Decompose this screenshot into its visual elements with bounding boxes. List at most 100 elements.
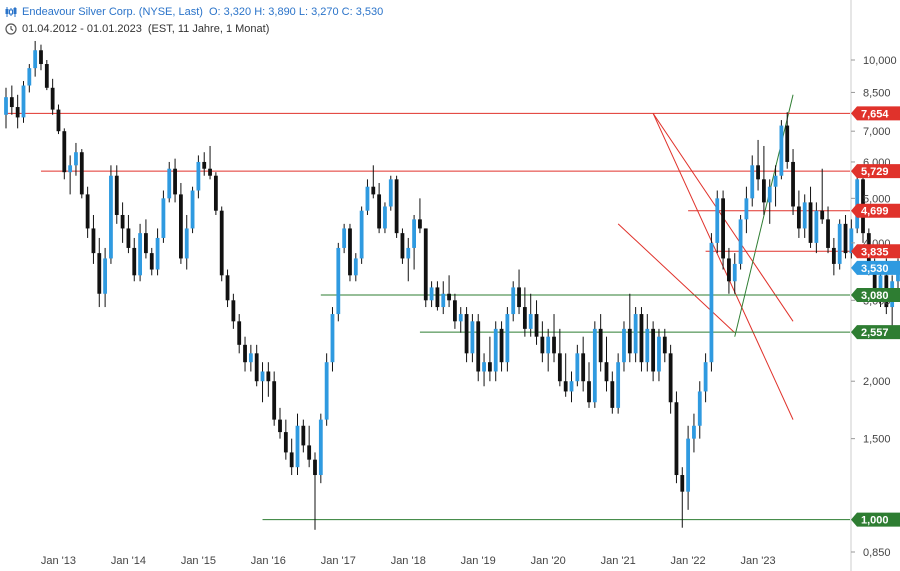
candle-body xyxy=(27,68,32,86)
candle-body xyxy=(272,381,277,420)
candle xyxy=(756,139,760,191)
candle xyxy=(248,344,253,372)
candle-body xyxy=(161,198,166,238)
candle-body xyxy=(627,328,632,354)
candle xyxy=(855,168,860,234)
candle xyxy=(563,353,568,397)
candle-body xyxy=(418,219,422,229)
candle xyxy=(493,321,498,382)
candle xyxy=(418,198,422,234)
candle xyxy=(120,202,125,243)
candle xyxy=(167,161,172,203)
candle xyxy=(715,190,720,254)
candle-body xyxy=(237,321,242,345)
candle xyxy=(843,214,848,259)
candle-body xyxy=(493,328,498,372)
level-lines xyxy=(6,112,850,521)
y-tick-label: 2,000 xyxy=(863,376,891,388)
candle-body xyxy=(4,97,8,115)
candle-body xyxy=(738,219,743,264)
candle xyxy=(33,40,38,77)
candle-body xyxy=(441,293,446,308)
candle-body xyxy=(528,314,533,329)
candle xyxy=(587,362,591,408)
candle-body xyxy=(447,293,451,301)
candle-body xyxy=(639,314,644,363)
instrument-title[interactable]: Endeavour Silver Corp. (NYSE, Last) xyxy=(22,5,203,18)
candle xyxy=(435,281,440,311)
candle-body xyxy=(604,362,609,382)
candle xyxy=(732,253,737,294)
candle xyxy=(27,64,32,93)
candle-body xyxy=(470,321,475,354)
candle-body xyxy=(651,328,656,372)
candle xyxy=(727,247,731,294)
candle xyxy=(697,381,702,439)
candle-body xyxy=(796,206,801,229)
candle xyxy=(79,149,84,199)
candle-body xyxy=(657,336,661,372)
candle xyxy=(85,186,90,238)
candle-body xyxy=(464,314,469,354)
x-tick-label: Jan '22 xyxy=(671,555,706,567)
candle xyxy=(266,362,271,397)
candle-body xyxy=(511,287,516,315)
chart-header: Endeavour Silver Corp. (NYSE, Last) O: 3… xyxy=(5,3,605,37)
candle-body xyxy=(709,242,714,363)
x-tick-label: Jan '20 xyxy=(531,555,566,567)
candle-body xyxy=(534,314,539,337)
candle xyxy=(161,190,166,243)
badge-label: 5,729 xyxy=(861,166,889,178)
candle xyxy=(744,186,749,234)
clock-icon xyxy=(5,22,17,35)
candle-body xyxy=(202,161,207,169)
candle xyxy=(831,237,836,276)
candle xyxy=(557,328,562,387)
candle-body xyxy=(505,314,510,363)
candle xyxy=(394,175,399,238)
candle xyxy=(237,314,242,354)
candle xyxy=(103,247,108,308)
candle xyxy=(132,237,137,282)
candles xyxy=(4,40,900,530)
candle xyxy=(511,281,516,322)
candle-body xyxy=(750,165,755,199)
trend-line-3 xyxy=(734,94,794,337)
badge-label: 3,530 xyxy=(861,263,889,275)
candle xyxy=(458,307,463,333)
candle xyxy=(662,328,667,363)
badge-label: 3,835 xyxy=(861,246,889,258)
candle-body xyxy=(231,300,236,322)
candle xyxy=(767,179,772,224)
candle-body xyxy=(569,381,574,392)
candle-body xyxy=(132,247,137,276)
level-badge-0: 7,654 xyxy=(851,106,900,121)
candle-body xyxy=(872,269,877,294)
badge-shape xyxy=(851,244,900,259)
y-axis: 10,0008,5007,0006,0005,0004,0003,0002,00… xyxy=(851,55,897,559)
badge-shape xyxy=(851,288,900,303)
candle xyxy=(505,307,510,372)
candle xyxy=(470,314,475,363)
candle-body xyxy=(674,402,679,476)
candle-body xyxy=(307,445,312,460)
candle-body xyxy=(126,228,131,248)
candle xyxy=(540,321,545,363)
candle xyxy=(680,467,685,528)
candle-body xyxy=(703,362,708,392)
candle-body xyxy=(546,336,551,354)
candle xyxy=(412,214,416,270)
candle-body xyxy=(313,459,317,476)
candle-body xyxy=(21,85,26,118)
range-row: 01.04.2012 - 01.01.2023 (EST, 11 Jahre, … xyxy=(5,20,605,37)
level-badge-2: 4,699 xyxy=(851,203,900,218)
candle-body xyxy=(662,336,667,354)
candle xyxy=(808,186,813,248)
candle xyxy=(837,219,842,270)
x-tick-label: Jan '14 xyxy=(111,555,146,567)
y-tick-label: 0,850 xyxy=(863,547,891,559)
candle-body xyxy=(74,152,78,166)
candle xyxy=(791,149,795,215)
y-tick-label: 8,500 xyxy=(863,87,891,99)
